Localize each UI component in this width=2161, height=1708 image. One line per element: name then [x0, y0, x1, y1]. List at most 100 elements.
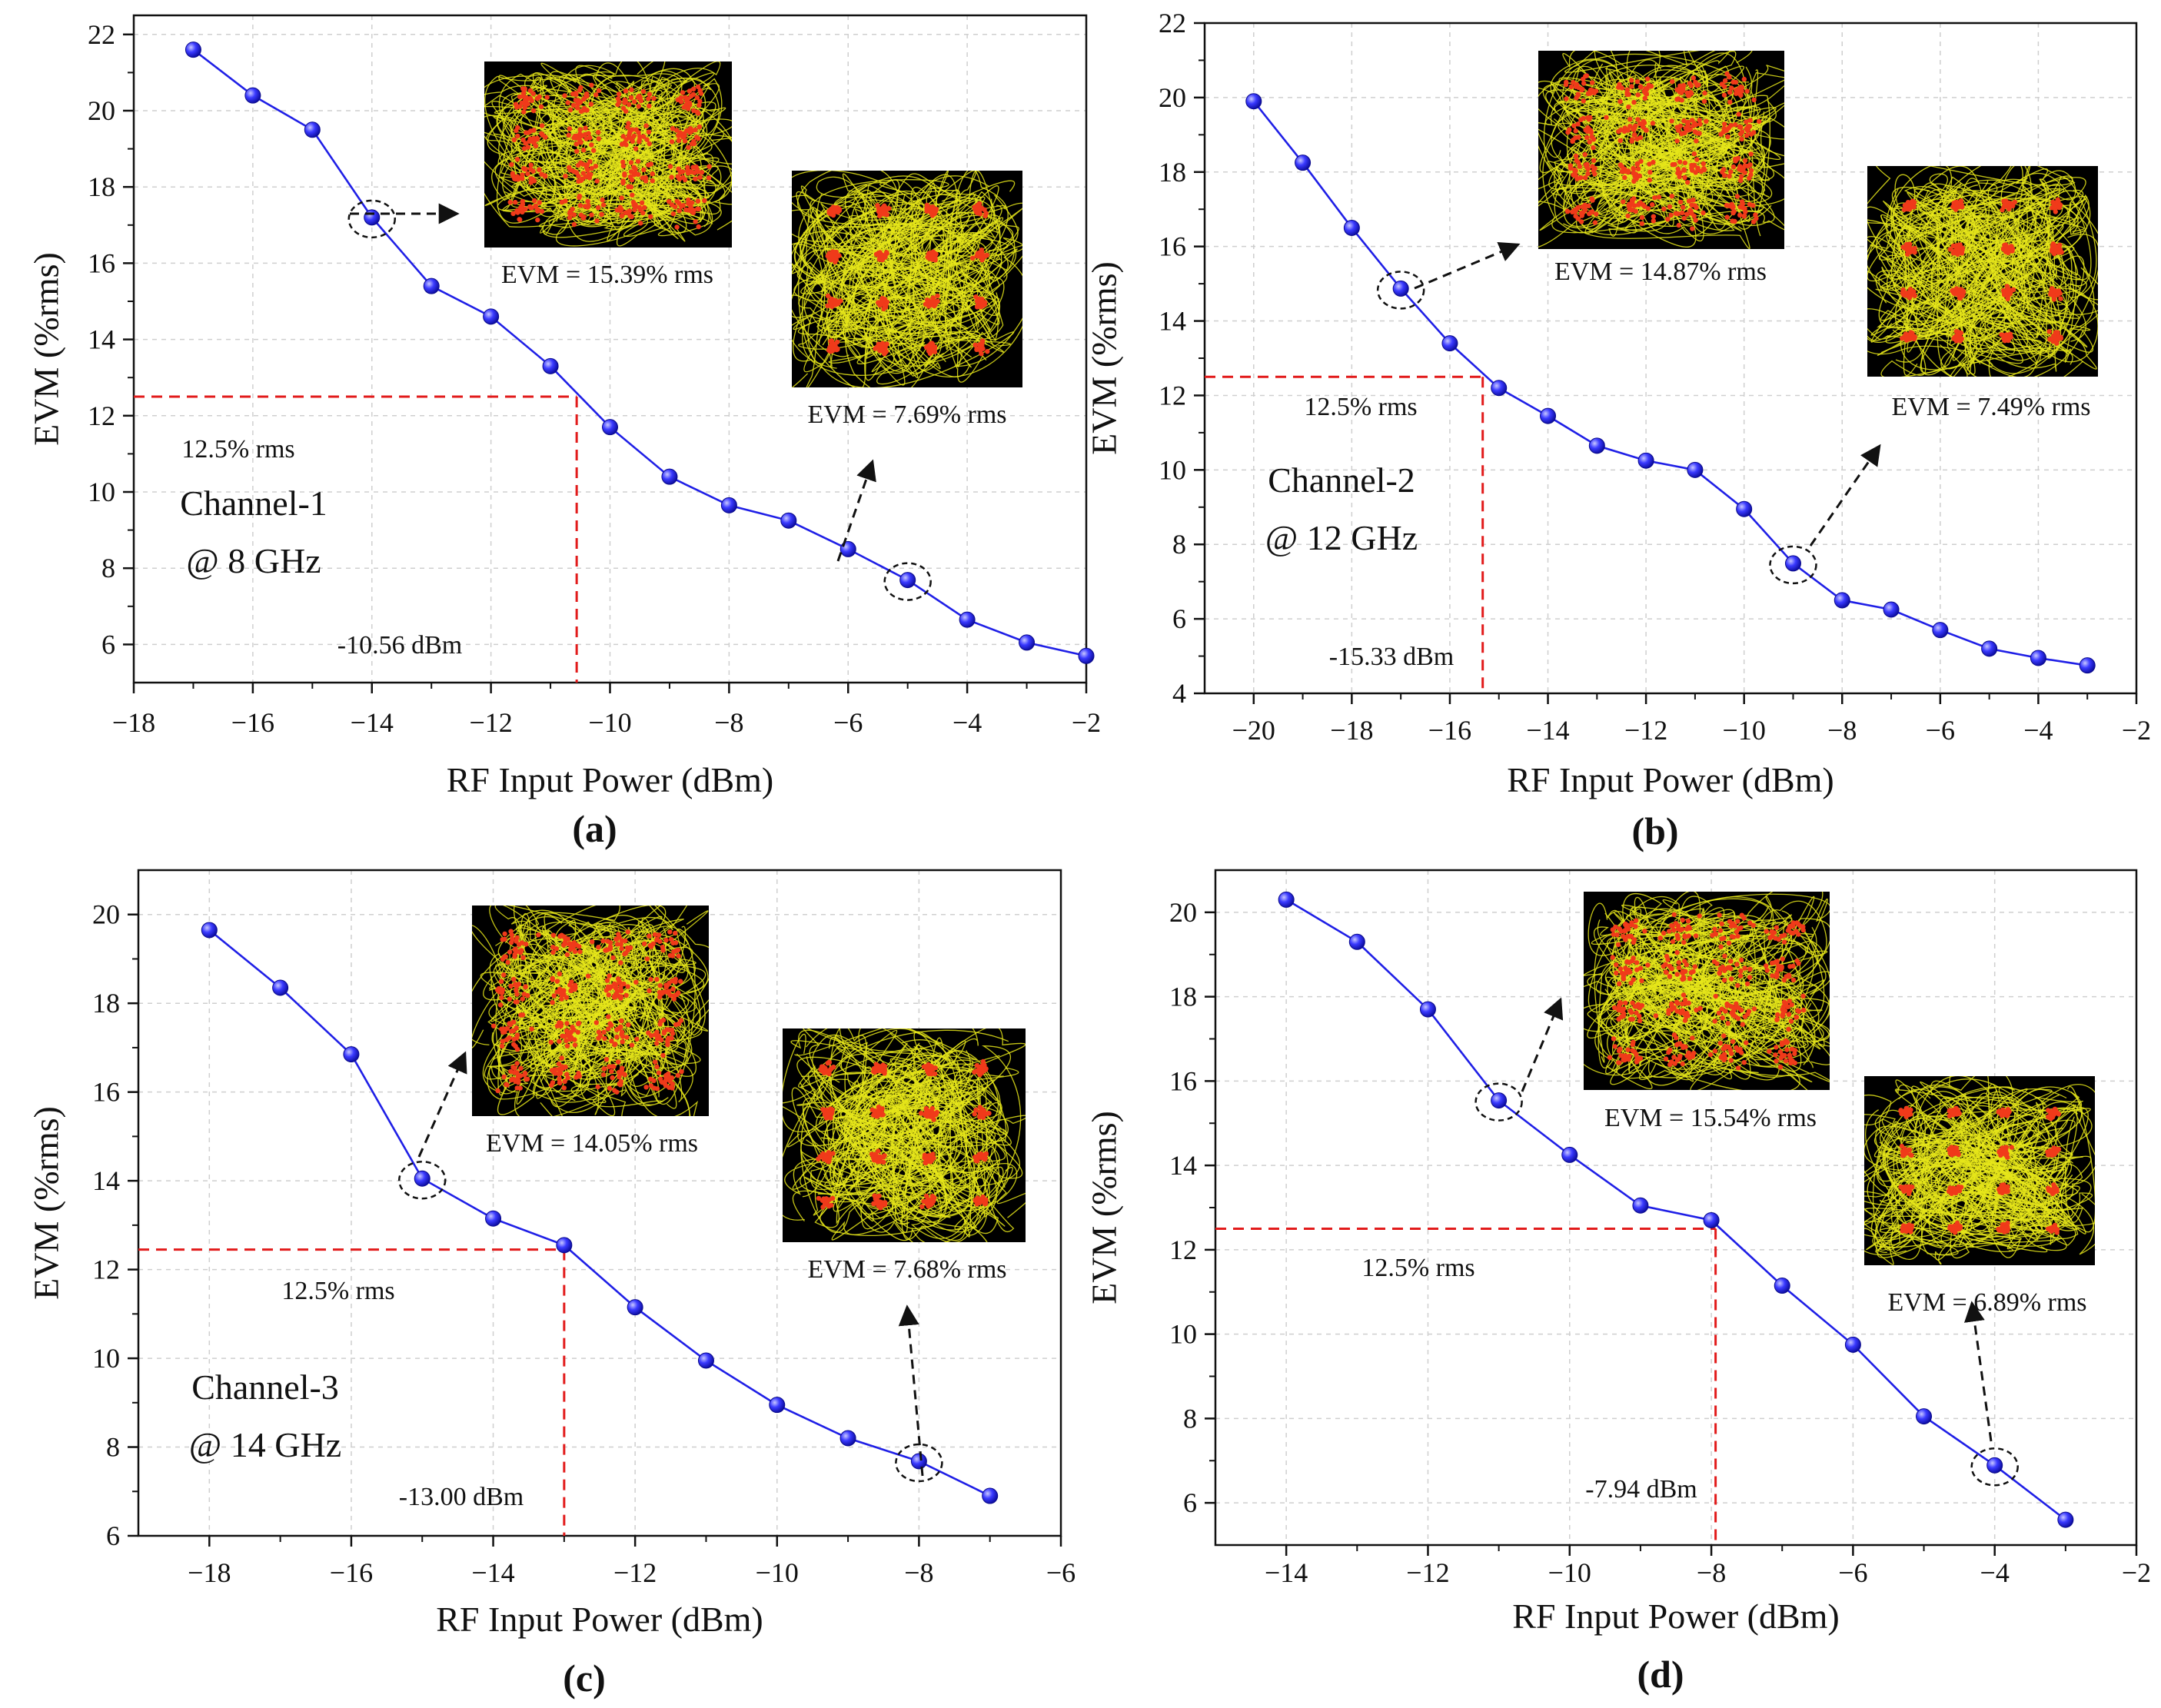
- highlight-circle: [347, 199, 396, 239]
- constellation-points: [507, 82, 712, 230]
- data-point: [1703, 1211, 1720, 1228]
- x-tick-label: −2: [2122, 715, 2151, 746]
- x-axis-title: RF Input Power (dBm): [1512, 1597, 1840, 1636]
- y-tick-label: 8: [101, 553, 115, 583]
- data-point: [982, 1487, 999, 1504]
- y-tick-label: 20: [1169, 897, 1197, 928]
- y-axis: 4 6 8 10 12 14 16 18 20 22: [1159, 8, 1205, 709]
- data-point: [959, 611, 976, 628]
- data-point: [1981, 640, 1998, 657]
- x-tick-label: −6: [833, 707, 863, 738]
- x-tick-label: −10: [756, 1557, 799, 1588]
- constellation-inset-a0: [484, 61, 732, 248]
- y-tick-label: 22: [1159, 8, 1186, 38]
- data-point: [1245, 93, 1262, 110]
- y-tick-label: 10: [1159, 454, 1186, 485]
- chart-panel-a: −18 −16 −14 −12 −10 −8 −6 −4 −2 6 8 10 12 14 16 18 20 22 R…: [27, 14, 1101, 850]
- data-point: [1348, 933, 1365, 950]
- data-point: [1278, 891, 1295, 908]
- x-tick-label: −14: [351, 707, 394, 738]
- data-point: [483, 308, 500, 325]
- data-point: [697, 1352, 714, 1369]
- evm-caption: EVM = 7.49% rms: [1891, 393, 2090, 421]
- x-tick-label: −8: [904, 1557, 933, 1588]
- constellation-inset-b0: [1538, 51, 1784, 249]
- chart-panel-c: −18 −16 −14 −12 −10 −8 −6 6 8 10 12 14 16 18 20 RF Inpu…: [27, 869, 1076, 1700]
- x-axis: −18 −16 −14 −12 −10 −8 −6 −4 −2: [112, 683, 1101, 738]
- y-tick-label: 6: [106, 1520, 120, 1551]
- x-tick-label: −6: [1046, 1557, 1076, 1588]
- y-tick-label: 6: [101, 629, 115, 660]
- data-point: [1632, 1197, 1649, 1214]
- y-tick-label: 12: [1169, 1234, 1197, 1265]
- y-tick-label: 4: [1172, 678, 1186, 709]
- highlight-arrow: [898, 1304, 924, 1477]
- data-point: [1078, 647, 1095, 664]
- frequency-label: @ 12 GHz: [1265, 518, 1418, 557]
- data-point: [1343, 219, 1360, 236]
- channel-label: Channel-1: [180, 483, 327, 523]
- x-tick-label: −10: [1723, 715, 1766, 746]
- data-point: [1419, 1001, 1436, 1018]
- data-point: [1883, 601, 1900, 618]
- data-point: [343, 1046, 360, 1063]
- data-point: [2079, 657, 2096, 674]
- x-axis: −14 −12 −10 −8 −6 −4 −2: [1265, 1545, 2151, 1588]
- x-tick-label: −14: [1526, 715, 1569, 746]
- data-point: [1588, 437, 1605, 454]
- data-point: [1019, 634, 1036, 651]
- y-tick-label: 16: [92, 1077, 120, 1108]
- highlight-arrow: [1809, 444, 1881, 547]
- x-tick-label: −8: [1827, 715, 1857, 746]
- y-axis-title: EVM (%rms): [27, 1106, 66, 1300]
- series-markers: [1245, 93, 2096, 674]
- y-axis-title: EVM (%rms): [1085, 261, 1124, 455]
- y-tick-label: 10: [92, 1343, 120, 1374]
- constellation-inset-d0: [1584, 892, 1830, 1090]
- highlight-circle: [1970, 1447, 2019, 1487]
- threshold-power-label: -15.33 dBm: [1329, 643, 1454, 671]
- panel-label: (b): [1631, 809, 1678, 852]
- evm-caption: EVM = 14.05% rms: [486, 1129, 698, 1158]
- y-tick-label: 6: [1172, 603, 1186, 634]
- x-tick-label: −6: [1838, 1557, 1867, 1588]
- constellation-points: [490, 929, 684, 1095]
- constellation-traces: [783, 1028, 1026, 1242]
- constellation-points: [1607, 912, 1807, 1071]
- y-tick-label: 8: [1172, 529, 1186, 560]
- x-tick-label: −12: [1406, 1557, 1449, 1588]
- data-point: [272, 979, 289, 996]
- y-axis-title: EVM (%rms): [27, 252, 66, 446]
- data-point: [414, 1170, 431, 1187]
- y-tick-label: 10: [1169, 1319, 1197, 1350]
- data-point: [1986, 1457, 2003, 1474]
- y-tick-label: 16: [1159, 231, 1186, 262]
- x-tick-label: −18: [188, 1557, 231, 1588]
- y-tick-label: 12: [92, 1254, 120, 1285]
- chart-panel-b: −20 −18 −16 −14 −12 −10 −8 −6 −4 −2 4 6 8 10 12 14 16 18 2…: [1085, 8, 2152, 852]
- data-point: [201, 922, 218, 939]
- y-tick-label: 22: [88, 19, 115, 50]
- x-tick-label: −8: [1697, 1557, 1726, 1588]
- data-point: [602, 419, 618, 436]
- x-tick-label: −16: [1428, 715, 1471, 746]
- data-point: [899, 572, 916, 589]
- x-tick-label: −20: [1232, 715, 1275, 746]
- constellation-traces: [792, 171, 1022, 387]
- data-point: [2030, 650, 2046, 666]
- y-tick-label: 12: [88, 400, 115, 431]
- x-tick-label: −10: [588, 707, 631, 738]
- highlight-arrow: [1963, 1301, 1993, 1442]
- data-point: [364, 209, 381, 226]
- y-tick-label: 16: [1169, 1065, 1197, 1096]
- panel-label: (a): [572, 807, 617, 850]
- panel-label: (d): [1637, 1653, 1684, 1696]
- constellation-points: [1898, 1105, 2062, 1235]
- y-tick-label: 18: [1169, 982, 1197, 1012]
- data-point: [839, 1430, 856, 1447]
- x-tick-label: −14: [471, 1557, 514, 1588]
- threshold-evm-label: 12.5% rms: [181, 435, 294, 464]
- data-point: [1392, 280, 1409, 297]
- data-point: [1637, 452, 1654, 469]
- y-tick-label: 18: [92, 988, 120, 1018]
